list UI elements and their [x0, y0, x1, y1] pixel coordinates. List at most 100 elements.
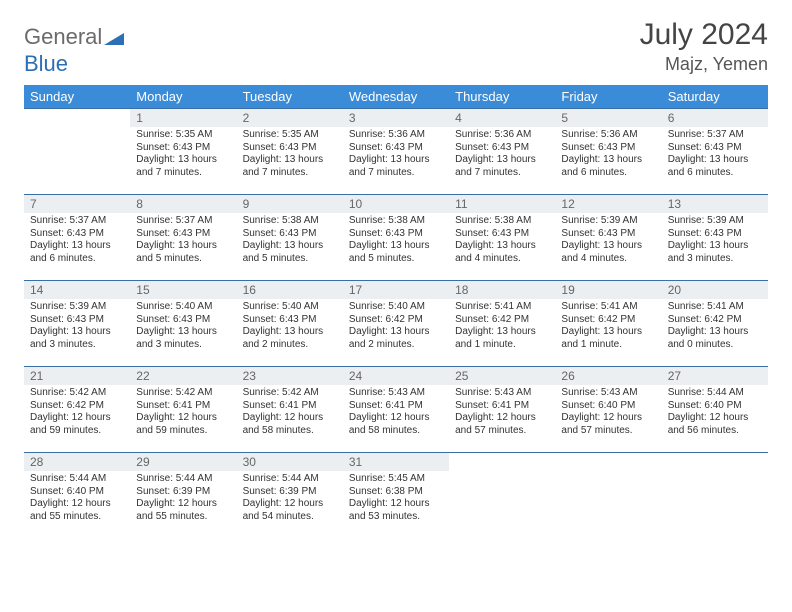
day-details: Sunrise: 5:42 AMSunset: 6:42 PMDaylight:…: [24, 385, 130, 441]
day-number: 4: [449, 109, 555, 127]
weekday-header: Wednesday: [343, 85, 449, 109]
daylight-text: Daylight: 13 hours and 3 minutes.: [30, 326, 124, 351]
sunset-text: Sunset: 6:43 PM: [455, 228, 549, 241]
sunset-text: Sunset: 6:43 PM: [30, 314, 124, 327]
calendar-day-cell: 25Sunrise: 5:43 AMSunset: 6:41 PMDayligh…: [449, 367, 555, 453]
sunrise-text: Sunrise: 5:40 AM: [349, 301, 443, 314]
day-details: Sunrise: 5:35 AMSunset: 6:43 PMDaylight:…: [237, 127, 343, 183]
daylight-text: Daylight: 13 hours and 2 minutes.: [349, 326, 443, 351]
calendar-day-cell: 9Sunrise: 5:38 AMSunset: 6:43 PMDaylight…: [237, 195, 343, 281]
calendar-day-cell: 3Sunrise: 5:36 AMSunset: 6:43 PMDaylight…: [343, 109, 449, 195]
sunrise-text: Sunrise: 5:39 AM: [561, 215, 655, 228]
sunset-text: Sunset: 6:38 PM: [349, 486, 443, 499]
calendar-day-cell: 30Sunrise: 5:44 AMSunset: 6:39 PMDayligh…: [237, 453, 343, 539]
day-details: Sunrise: 5:39 AMSunset: 6:43 PMDaylight:…: [24, 299, 130, 355]
calendar-body: ..1Sunrise: 5:35 AMSunset: 6:43 PMDaylig…: [24, 109, 768, 539]
day-details: Sunrise: 5:37 AMSunset: 6:43 PMDaylight:…: [662, 127, 768, 183]
calendar-day-cell: 19Sunrise: 5:41 AMSunset: 6:42 PMDayligh…: [555, 281, 661, 367]
sunrise-text: Sunrise: 5:38 AM: [349, 215, 443, 228]
day-number: 31: [343, 453, 449, 471]
calendar-day-cell: 15Sunrise: 5:40 AMSunset: 6:43 PMDayligh…: [130, 281, 236, 367]
day-details: Sunrise: 5:41 AMSunset: 6:42 PMDaylight:…: [449, 299, 555, 355]
sunrise-text: Sunrise: 5:43 AM: [455, 387, 549, 400]
daylight-text: Daylight: 12 hours and 56 minutes.: [668, 412, 762, 437]
day-details: Sunrise: 5:40 AMSunset: 6:43 PMDaylight:…: [237, 299, 343, 355]
header: General Blue July 2024 Majz, Yemen: [24, 18, 768, 77]
sunrise-text: Sunrise: 5:40 AM: [243, 301, 337, 314]
sunrise-text: Sunrise: 5:39 AM: [30, 301, 124, 314]
day-details: Sunrise: 5:41 AMSunset: 6:42 PMDaylight:…: [662, 299, 768, 355]
day-details: Sunrise: 5:38 AMSunset: 6:43 PMDaylight:…: [237, 213, 343, 269]
daylight-text: Daylight: 13 hours and 7 minutes.: [455, 154, 549, 179]
daylight-text: Daylight: 12 hours and 55 minutes.: [30, 498, 124, 523]
weekday-header: Tuesday: [237, 85, 343, 109]
day-details: Sunrise: 5:36 AMSunset: 6:43 PMDaylight:…: [449, 127, 555, 183]
calendar-day-cell: 27Sunrise: 5:44 AMSunset: 6:40 PMDayligh…: [662, 367, 768, 453]
sunrise-text: Sunrise: 5:43 AM: [561, 387, 655, 400]
sunset-text: Sunset: 6:41 PM: [243, 400, 337, 413]
calendar-day-cell: 31Sunrise: 5:45 AMSunset: 6:38 PMDayligh…: [343, 453, 449, 539]
daylight-text: Daylight: 13 hours and 7 minutes.: [243, 154, 337, 179]
day-details: Sunrise: 5:41 AMSunset: 6:42 PMDaylight:…: [555, 299, 661, 355]
daylight-text: Daylight: 12 hours and 55 minutes.: [136, 498, 230, 523]
calendar-day-cell: 14Sunrise: 5:39 AMSunset: 6:43 PMDayligh…: [24, 281, 130, 367]
day-details: Sunrise: 5:40 AMSunset: 6:43 PMDaylight:…: [130, 299, 236, 355]
sunset-text: Sunset: 6:43 PM: [243, 228, 337, 241]
page-title: July 2024: [640, 18, 768, 52]
calendar-day-cell: 6Sunrise: 5:37 AMSunset: 6:43 PMDaylight…: [662, 109, 768, 195]
calendar-day-cell: 29Sunrise: 5:44 AMSunset: 6:39 PMDayligh…: [130, 453, 236, 539]
daylight-text: Daylight: 13 hours and 6 minutes.: [561, 154, 655, 179]
daylight-text: Daylight: 13 hours and 2 minutes.: [243, 326, 337, 351]
daylight-text: Daylight: 12 hours and 57 minutes.: [455, 412, 549, 437]
sunset-text: Sunset: 6:43 PM: [136, 142, 230, 155]
day-number: 30: [237, 453, 343, 471]
calendar-day-cell: 1Sunrise: 5:35 AMSunset: 6:43 PMDaylight…: [130, 109, 236, 195]
calendar-day-cell: 11Sunrise: 5:38 AMSunset: 6:43 PMDayligh…: [449, 195, 555, 281]
day-number: 21: [24, 367, 130, 385]
daylight-text: Daylight: 12 hours and 57 minutes.: [561, 412, 655, 437]
day-details: Sunrise: 5:43 AMSunset: 6:41 PMDaylight:…: [449, 385, 555, 441]
sunrise-text: Sunrise: 5:36 AM: [561, 129, 655, 142]
title-block: July 2024 Majz, Yemen: [640, 18, 768, 75]
day-number: 15: [130, 281, 236, 299]
day-details: Sunrise: 5:38 AMSunset: 6:43 PMDaylight:…: [343, 213, 449, 269]
sunset-text: Sunset: 6:40 PM: [668, 400, 762, 413]
daylight-text: Daylight: 13 hours and 4 minutes.: [561, 240, 655, 265]
calendar-day-cell: 20Sunrise: 5:41 AMSunset: 6:42 PMDayligh…: [662, 281, 768, 367]
day-details: Sunrise: 5:45 AMSunset: 6:38 PMDaylight:…: [343, 471, 449, 527]
sunset-text: Sunset: 6:43 PM: [455, 142, 549, 155]
calendar-day-cell: 21Sunrise: 5:42 AMSunset: 6:42 PMDayligh…: [24, 367, 130, 453]
daylight-text: Daylight: 12 hours and 59 minutes.: [30, 412, 124, 437]
weekday-header-row: SundayMondayTuesdayWednesdayThursdayFrid…: [24, 85, 768, 109]
daylight-text: Daylight: 12 hours and 54 minutes.: [243, 498, 337, 523]
sunset-text: Sunset: 6:41 PM: [136, 400, 230, 413]
weekday-header: Saturday: [662, 85, 768, 109]
sunset-text: Sunset: 6:43 PM: [243, 314, 337, 327]
daylight-text: Daylight: 12 hours and 58 minutes.: [243, 412, 337, 437]
day-details: Sunrise: 5:44 AMSunset: 6:40 PMDaylight:…: [24, 471, 130, 527]
day-number: 16: [237, 281, 343, 299]
day-details: Sunrise: 5:38 AMSunset: 6:43 PMDaylight:…: [449, 213, 555, 269]
sunset-text: Sunset: 6:43 PM: [668, 228, 762, 241]
calendar-week-row: 28Sunrise: 5:44 AMSunset: 6:40 PMDayligh…: [24, 453, 768, 539]
sunrise-text: Sunrise: 5:35 AM: [136, 129, 230, 142]
day-number: 6: [662, 109, 768, 127]
daylight-text: Daylight: 13 hours and 1 minute.: [455, 326, 549, 351]
sunrise-text: Sunrise: 5:42 AM: [30, 387, 124, 400]
daylight-text: Daylight: 13 hours and 0 minutes.: [668, 326, 762, 351]
daylight-text: Daylight: 13 hours and 6 minutes.: [668, 154, 762, 179]
day-number: 5: [555, 109, 661, 127]
logo-text-blue: Blue: [24, 51, 68, 76]
calendar-table: SundayMondayTuesdayWednesdayThursdayFrid…: [24, 85, 768, 539]
day-number: 12: [555, 195, 661, 213]
sunset-text: Sunset: 6:43 PM: [243, 142, 337, 155]
day-number: 1: [130, 109, 236, 127]
calendar-day-cell: 4Sunrise: 5:36 AMSunset: 6:43 PMDaylight…: [449, 109, 555, 195]
day-details: Sunrise: 5:37 AMSunset: 6:43 PMDaylight:…: [24, 213, 130, 269]
sunrise-text: Sunrise: 5:39 AM: [668, 215, 762, 228]
logo: General Blue: [24, 24, 124, 77]
location-label: Majz, Yemen: [640, 54, 768, 75]
sunrise-text: Sunrise: 5:35 AM: [243, 129, 337, 142]
daylight-text: Daylight: 13 hours and 7 minutes.: [349, 154, 443, 179]
day-details: Sunrise: 5:44 AMSunset: 6:39 PMDaylight:…: [130, 471, 236, 527]
